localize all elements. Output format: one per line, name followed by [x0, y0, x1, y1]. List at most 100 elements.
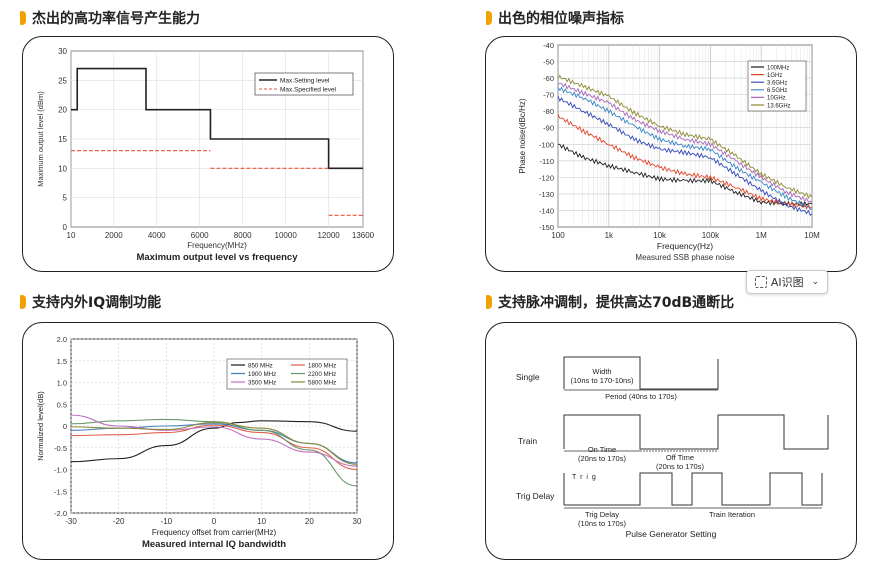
y-tick-label: 2.0	[57, 335, 67, 344]
x-tick-label: 10	[67, 231, 76, 240]
pulse-generator-panel: Single Train Trig Delay Width (10ns to 170-1…	[485, 322, 857, 560]
series-line-2200-mhz	[70, 418, 358, 487]
legend-entry: Max.Setting level	[280, 78, 330, 85]
y-tick-label: 1.0	[57, 379, 67, 388]
x-tick-label: 13600	[352, 231, 375, 240]
ai-recognize-button[interactable]: AI识图 ⌄	[746, 270, 828, 294]
y-tick-label: -0.5	[54, 444, 67, 453]
section-title-iq-modulation: 支持内外IQ调制功能	[20, 292, 161, 312]
series-line-1ghz	[557, 114, 813, 210]
legend-box	[747, 60, 807, 112]
diagram-title: Pulse Generator Setting	[626, 529, 717, 539]
iq-bandwidth-panel: -30 -20 -10 0 10 20 30 2.0 1.5 1.0 0.5 0 -0.5 -1.0 -1.…	[22, 322, 394, 560]
train-pulse-waveform	[563, 414, 829, 450]
y-tick-label: -1.0	[54, 466, 67, 475]
x-tick-label: 0	[212, 517, 217, 526]
x-tick-label: 10M	[804, 231, 820, 240]
width-range-annotation: (10ns to 170-10ns)	[571, 376, 634, 385]
series-line-13-6ghz	[557, 74, 813, 199]
y-tick-label: -100	[539, 140, 554, 149]
legend-entry: 3.6GHz	[767, 81, 787, 87]
legend-entry: 850 MHz	[248, 362, 273, 369]
x-tick-label: 4000	[148, 231, 166, 240]
trig-delay-range-annotation: (10ns to 170s)	[578, 519, 626, 528]
y-tick-label: -70	[543, 91, 554, 100]
pulse-diagram: Single Train Trig Delay Width(10ns to 170-1…	[516, 356, 829, 539]
x-tick-label: 20	[305, 517, 314, 526]
ai-scan-icon	[754, 276, 767, 288]
y-tick-label: -130	[539, 190, 554, 199]
y-tick-label: -40	[543, 41, 554, 50]
series-line-1800-mhz	[70, 424, 358, 471]
series-line-100mhz	[558, 143, 813, 208]
x-axis-label: Frequency(MHz)	[187, 241, 247, 250]
row-label-trig-delay: Trig Delay	[516, 491, 555, 501]
legend-entry: 100MHz	[767, 65, 789, 71]
x-tick-label: 1k	[605, 231, 614, 240]
section-title-pulse-modulation: 支持脉冲调制，提供高达70dB通断比	[486, 292, 734, 312]
ai-button-label: AI识图	[770, 276, 804, 289]
legend-entry: Max.Specified level	[280, 87, 337, 94]
section-title-text: 支持内外IQ调制功能	[32, 295, 162, 311]
x-tick-label: 2000	[105, 231, 123, 240]
section-title-text: 杰出的高功率信号产生能力	[32, 11, 200, 27]
x-tick-label: -20	[113, 517, 125, 526]
section-marker-icon	[20, 295, 26, 309]
output-level-chart: 10 2000 4000 6000 8000 10000 12000 13600 0 5 10 15 2…	[36, 47, 375, 263]
legend-entry: 2200 MHz	[308, 371, 336, 378]
section-title-high-power: 杰出的高功率信号产生能力	[20, 8, 200, 28]
y-axis-label: Normalized level(dB)	[36, 391, 45, 461]
trig-delay-annotation: Trig Delay	[585, 510, 619, 519]
y-tick-label: -50	[543, 58, 554, 67]
legend-entry: 10GHz	[767, 96, 786, 102]
x-axis-label: Frequency offset from carrier(MHz)	[152, 528, 277, 537]
trig-vertical-label: T r i g	[572, 474, 597, 481]
x-axis-label: Frequency(Hz)	[657, 241, 713, 251]
legend-entry: 5800 MHz	[308, 379, 336, 386]
legend-entry: 1GHz	[767, 73, 782, 79]
y-axis-label: Maximum output level (dBm)	[36, 91, 45, 187]
y-tick-label: -80	[543, 107, 554, 116]
width-annotation: Width	[592, 367, 611, 376]
y-tick-label: 0	[63, 223, 68, 232]
row-label-train: Train	[518, 436, 537, 446]
trig-delay-waveform	[564, 472, 823, 506]
section-title-text: 出色的相位噪声指标	[498, 11, 624, 27]
x-tick-label: 100k	[702, 231, 720, 240]
series-line-6-5ghz	[557, 86, 813, 211]
y-tick-label: -110	[540, 157, 554, 166]
iq-bandwidth-chart: -30 -20 -10 0 10 20 30 2.0 1.5 1.0 0.5 0 -0.5 -1.0 -1.…	[36, 335, 362, 550]
phase-noise-panel: 100 1k 10k 100k 1M 10M -40 -50 -60 -70 -80 -90 -100 -…	[485, 36, 857, 272]
x-tick-label: -30	[65, 517, 77, 526]
y-axis-label: Phase noise(dBc/Hz)	[518, 98, 527, 173]
legend-entry: 1900 MHz	[248, 371, 276, 378]
series-line-10ghz	[557, 82, 813, 203]
legend-entry: 6.5GHz	[767, 88, 787, 94]
legend-entry: 3500 MHz	[248, 379, 276, 386]
y-tick-label: 15	[58, 135, 67, 144]
train-iteration-annotation: Train Iteration	[709, 510, 755, 519]
y-tick-label: 25	[58, 76, 67, 85]
y-tick-label: 5	[63, 194, 68, 203]
on-time-annotation: On Time	[588, 445, 616, 454]
y-tick-label: -140	[539, 206, 554, 215]
x-tick-label: 8000	[234, 231, 252, 240]
x-tick-label: 12000	[317, 231, 340, 240]
y-tick-label: 10	[58, 164, 67, 173]
chart-title: Measured SSB phase noise	[635, 253, 735, 262]
section-marker-icon	[486, 11, 492, 25]
x-tick-label: 10k	[653, 231, 667, 240]
off-time-annotation: Off Time	[666, 453, 694, 462]
x-tick-label: 6000	[191, 231, 209, 240]
y-tick-label: -60	[543, 74, 554, 83]
chevron-down-icon: ⌄	[811, 277, 820, 287]
x-tick-label: 1M	[756, 231, 767, 240]
y-tick-label: 20	[58, 106, 67, 115]
x-tick-label: 30	[353, 517, 362, 526]
x-tick-label: 10	[257, 517, 266, 526]
x-tick-label: -10	[161, 517, 173, 526]
section-marker-icon	[486, 295, 492, 309]
chart-title: Measured internal IQ bandwidth	[142, 539, 286, 550]
series-line-3500-mhz	[70, 414, 358, 467]
y-tick-label: 1.5	[57, 357, 67, 366]
